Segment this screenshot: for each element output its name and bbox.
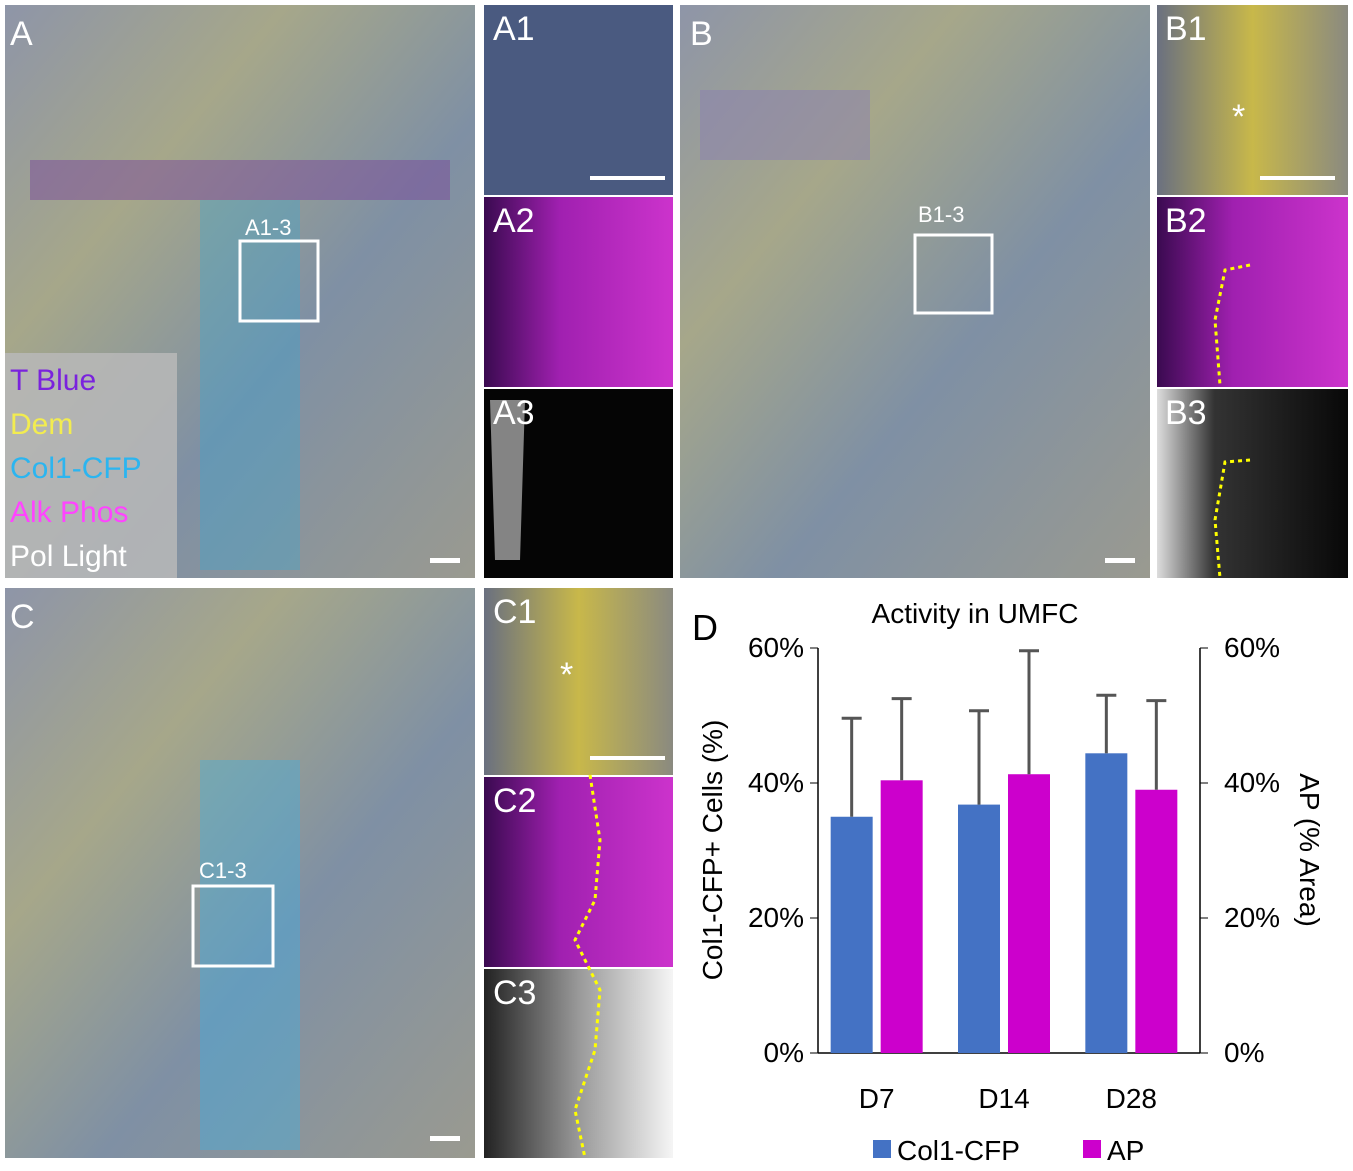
stain-label: Alk Phos — [10, 496, 128, 529]
x-tick-label: D28 — [1106, 1083, 1157, 1114]
panel-b — [680, 5, 1150, 578]
x-tick-label: D14 — [978, 1083, 1029, 1114]
bar — [1085, 753, 1127, 1053]
y2-tick-label: 40% — [1224, 767, 1280, 798]
y-tick-label: 40% — [748, 767, 804, 798]
box-label: C1-3 — [199, 858, 247, 883]
stain-label: Col1-CFP — [10, 452, 142, 485]
legend-label: Col1-CFP — [897, 1135, 1020, 1166]
y2-tick-label: 60% — [1224, 632, 1280, 663]
stain-label: Dem — [10, 408, 73, 441]
panel-label: A3 — [493, 394, 535, 432]
y2-tick-label: 20% — [1224, 902, 1280, 933]
figure: A A1 A2 A3 B B1 B2 B3 C C1 C2 C3 D A1-3 … — [0, 0, 1353, 1166]
scale-bar — [1260, 176, 1335, 180]
legend-swatch — [873, 1140, 891, 1158]
panel-label: D — [692, 607, 718, 648]
panel-a — [5, 5, 475, 578]
stain-label: Pol Light — [10, 540, 127, 573]
panel-label: C3 — [493, 974, 536, 1012]
y-tick-label: 60% — [748, 632, 804, 663]
legend-swatch — [1083, 1140, 1101, 1158]
y-tick-label: 20% — [748, 902, 804, 933]
chart-title: Activity in UMFC — [872, 598, 1079, 629]
panel-label: B2 — [1165, 202, 1207, 240]
bar — [1008, 774, 1050, 1053]
y-tick-label: 0% — [764, 1037, 804, 1068]
panel-label: A — [10, 15, 33, 53]
panel-label: A1 — [493, 10, 535, 48]
x-tick-label: D7 — [859, 1083, 895, 1114]
legend-label: AP — [1107, 1135, 1144, 1166]
asterisk: * — [560, 656, 573, 694]
panel-label: C2 — [493, 782, 536, 820]
bar — [958, 805, 1000, 1053]
stain-label: T Blue — [10, 364, 96, 397]
panel-label: C1 — [493, 593, 536, 631]
panel-label: C — [10, 598, 35, 636]
y2-tick-label: 0% — [1224, 1037, 1264, 1068]
scale-bar — [590, 176, 665, 180]
panel-label: B3 — [1165, 394, 1207, 432]
box-label: B1-3 — [918, 202, 964, 227]
asterisk: * — [1232, 98, 1245, 136]
y2-axis-label: AP (% Area) — [1294, 773, 1325, 927]
panel-label: A2 — [493, 202, 535, 240]
box-label: A1-3 — [245, 215, 291, 240]
y-axis-label: Col1-CFP+ Cells (%) — [697, 720, 728, 981]
panel-label: B1 — [1165, 10, 1207, 48]
bar — [1135, 790, 1177, 1053]
chart: Activity in UMFC 0% 20% 40% 60% 0% 20% 40% 60% Co… — [697, 598, 1325, 1166]
panel-label: B — [690, 15, 713, 53]
scale-bar — [590, 756, 665, 760]
bar — [881, 780, 923, 1053]
bar — [831, 817, 873, 1053]
